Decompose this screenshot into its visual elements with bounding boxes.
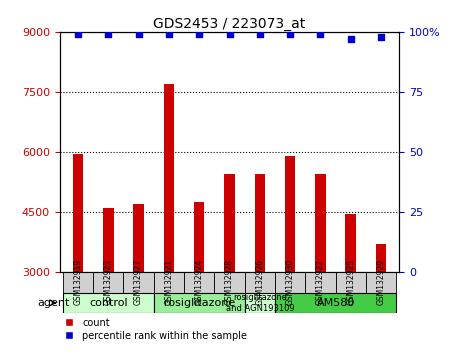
Bar (346, 214, 356, 272)
Point (105, 32, 112, 37)
FancyBboxPatch shape (214, 272, 245, 292)
FancyBboxPatch shape (154, 292, 245, 313)
FancyBboxPatch shape (305, 272, 336, 292)
Point (135, 32, 142, 37)
FancyBboxPatch shape (184, 272, 214, 292)
Bar (285, 156, 296, 272)
FancyBboxPatch shape (63, 272, 93, 292)
FancyBboxPatch shape (245, 292, 275, 313)
Text: GSM132928: GSM132928 (225, 259, 234, 305)
Point (196, 32, 203, 37)
Point (74, 32, 82, 37)
Text: GSM132929: GSM132929 (377, 259, 386, 305)
Text: GSM132926: GSM132926 (255, 259, 264, 305)
FancyBboxPatch shape (123, 272, 154, 292)
Bar (163, 84, 174, 272)
Point (317, 32, 324, 37)
Title: GDS2453 / 223073_at: GDS2453 / 223073_at (153, 17, 306, 31)
FancyBboxPatch shape (275, 272, 305, 292)
Bar (376, 244, 386, 272)
Text: GSM132922: GSM132922 (316, 259, 325, 305)
Bar (255, 174, 265, 272)
Bar (194, 202, 204, 272)
Bar (133, 204, 144, 272)
Point (165, 32, 173, 37)
Text: GSM132919: GSM132919 (73, 259, 82, 305)
Text: GSM132930: GSM132930 (285, 259, 295, 306)
FancyBboxPatch shape (275, 292, 396, 313)
Text: rosiglitazone: rosiglitazone (163, 298, 235, 308)
Point (226, 32, 233, 37)
FancyBboxPatch shape (245, 272, 275, 292)
Legend: count, percentile rank within the sample: count, percentile rank within the sample (65, 318, 247, 341)
Point (347, 36, 354, 42)
Text: GSM132923: GSM132923 (104, 259, 113, 305)
Text: AM580: AM580 (316, 298, 355, 308)
FancyBboxPatch shape (93, 272, 123, 292)
Text: rosiglitazone
and AGN193109: rosiglitazone and AGN193109 (225, 293, 294, 313)
Text: GSM132921: GSM132921 (164, 259, 174, 305)
Text: control: control (89, 298, 128, 308)
FancyBboxPatch shape (63, 292, 154, 313)
FancyBboxPatch shape (154, 272, 184, 292)
Bar (224, 174, 235, 272)
FancyBboxPatch shape (366, 272, 396, 292)
Text: agent: agent (37, 298, 69, 308)
Bar (315, 174, 326, 272)
Bar (73, 154, 83, 272)
Bar (103, 208, 113, 272)
Point (286, 32, 294, 37)
Point (256, 32, 263, 37)
Point (377, 34, 385, 40)
FancyBboxPatch shape (336, 272, 366, 292)
Text: GSM132925: GSM132925 (346, 259, 355, 305)
Text: GSM132924: GSM132924 (195, 259, 204, 305)
Text: GSM132927: GSM132927 (134, 259, 143, 305)
